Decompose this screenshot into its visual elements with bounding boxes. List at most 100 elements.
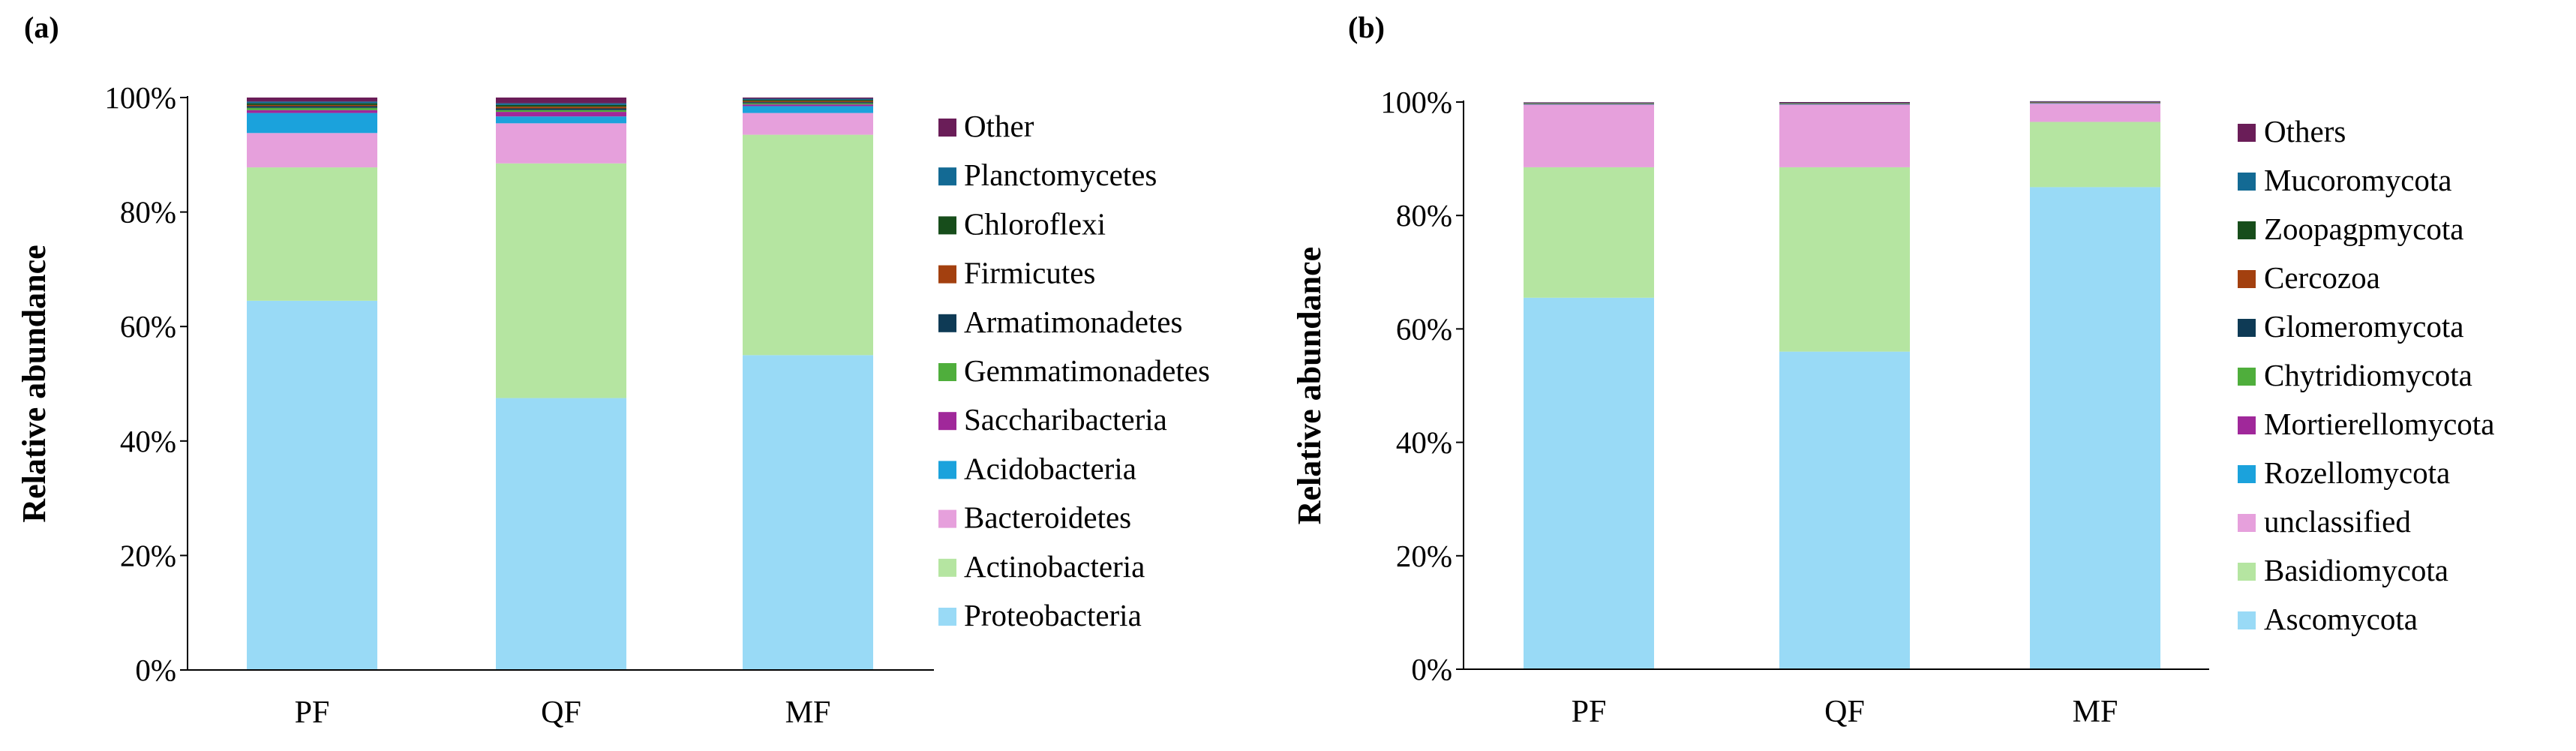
panel-a-legend-swatch-planctomycetes [938,167,956,186]
panel-a-legend-swatch-saccharibacteria [938,412,956,431]
panel-b-ytick-label: 0% [1411,652,1452,686]
panel-b-ytick-label: 80% [1396,198,1452,233]
panel-a-bar-qf-gemmatimonadetes [496,110,626,113]
panel-b-legend-swatch-others [2238,124,2256,142]
panel-a-legend-label-saccharibacteria: Saccharibacteria [964,402,1167,437]
panel-a-bar-qf-acidobacteria [496,116,626,124]
panel-a-legend-label-other: Other [964,109,1034,143]
panel-b-bar-pf-ascomycota [1524,297,1654,669]
panel-b-legend-swatch-chytridiomycota [2238,368,2256,386]
panel-a-bar-mf-gemmatimonadetes [743,103,873,105]
panel-b-legend-swatch-ascomycota [2238,611,2256,629]
panel-b-bar-pf-unclassified [1524,104,1654,167]
panel-a-bar-pf-proteobacteria [247,300,377,670]
panel-a-legend-swatch-gemmatimonadetes [938,363,956,381]
panel-b-legend-label-cercozoa: Cercozoa [2264,260,2380,295]
panel-b-legend-swatch-glomeromycota [2238,319,2256,337]
panel-a-bar-pf-chloroflexi [247,103,377,105]
panel-b-legend-swatch-unclassified [2238,514,2256,532]
panel-b-legend-swatch-zoopagpmycota [2238,221,2256,239]
panel-a-bar-pf-gemmatimonadetes [247,107,377,110]
panel-b-bar-mf-others [2030,101,2160,102]
panel-b-ylabel: Relative abundance [1291,247,1328,524]
panel-b-ytick-label: 60% [1396,311,1452,346]
panel-b-legend-swatch-rozellomycota [2238,465,2256,483]
panel-a-label: (a) [24,11,59,44]
chart-panel-b: (b) Relative abundance 0% 20% 40% 60% 80% 100% P… [1291,11,2494,729]
panel-a-bar-mf-acidobacteria [743,106,873,113]
panel-a-bar-qf-firmicutes [496,107,626,109]
panel-a-ytick-label: 20% [120,538,176,572]
panel-a-legend-label-proteobacteria: Proteobacteria [964,598,1142,632]
panel-b-xtick-label: PF [1572,695,1607,729]
panel-a-ytick-label: 40% [120,424,176,458]
panel-a-xtick-label: MF [785,695,831,730]
panel-b-bar-pf-others [1524,102,1654,104]
panel-a-legend-label-acidobacteria: Acidobacteria [964,451,1136,485]
panel-a-bar-mf-bacteroidetes [743,113,873,135]
panel-b-legend-swatch-mucoromycota [2238,173,2256,191]
panel-b-bar-qf-basidiomycota [1779,167,1910,352]
panel-b-legend-swatch-basidiomycota [2238,563,2256,581]
panel-b-ytick-label: 20% [1396,539,1452,573]
panel-a-legend-label-actinobacteria: Actinobacteria [964,549,1145,584]
panel-b-legend-label-mortierellomycota: Mortierellomycota [2264,407,2494,441]
panel-a-bar-pf-planctomycetes [247,101,377,104]
panel-a-bar-pf-other [247,98,377,102]
panel-a-bar-mf-saccharibacteria [743,104,873,107]
panel-a-bar-pf-actinobacteria [247,167,377,301]
panel-a-legend-swatch-bacteroidetes [938,509,956,528]
panel-a-legend-label-armatimonadetes: Armatimonadetes [964,305,1182,339]
panel-b-legend-label-basidiomycota: Basidiomycota [2264,553,2448,587]
panel-a-legend-label-gemmatimonadetes: Gemmatimonadetes [964,353,1210,388]
panel-a-ytick-label: 80% [120,195,176,230]
panel-b-bar-mf-basidiomycota [2030,122,2160,188]
panel-a-bar-mf-other [743,98,873,99]
panel-b-legend-label-glomeromycota: Glomeromycota [2264,309,2463,344]
panel-b-legend-label-unclassified: unclassified [2264,504,2411,539]
panel-a-bar-qf-chloroflexi [496,104,626,107]
panel-b-bar-mf-unclassified [2030,104,2160,122]
panel-b-legend-label-ascomycota: Ascomycota [2264,602,2418,636]
panel-b-bar-mf-ascomycota [2030,187,2160,669]
panel-b-legend-label-rozellomycota: Rozellomycota [2264,455,2450,490]
panel-b-legend-label-others: Others [2264,114,2346,149]
panel-a-legend-swatch-actinobacteria [938,558,956,577]
panel-a-bar-pf-firmicutes [247,104,377,107]
panel-a-legend-swatch-chloroflexi [938,216,956,235]
panel-b-bar-qf-others [1779,102,1910,104]
panel-a-bar-mf-actinobacteria [743,134,873,356]
panel-a-ytick-label: 100% [104,80,176,115]
panel-a-ytick-label: 60% [120,309,176,344]
panel-b-ytick-label: 40% [1396,425,1452,460]
panel-a-bar-qf-planctomycetes [496,103,626,105]
panel-a-legend-label-planctomycetes: Planctomycetes [964,158,1157,192]
panel-b-bar-qf-unclassified [1779,104,1910,167]
panel-a-xtick-label: QF [541,695,581,730]
chart-panel-a: (a) Relative abundance 0% 20% 40% 60% 80% 100% P… [16,11,1210,730]
panel-a-ylabel: Relative abundance [16,245,53,522]
panel-a-bar-qf-saccharibacteria [496,112,626,117]
panel-a-bar-mf-firmicutes [743,101,873,103]
panel-a-bar-qf-bacteroidetes [496,123,626,164]
panel-a-xtick-label: PF [295,695,330,730]
panel-a-bar-mf-planctomycetes [743,98,873,101]
panel-a-bar-mf-chloroflexi [743,100,873,101]
panel-b-legend-label-mucoromycota: Mucoromycota [2264,163,2451,197]
panel-a-bar-pf-acidobacteria [247,113,377,134]
panel-a-bar-qf-proteobacteria [496,398,626,670]
panel-a-bar-pf-armatimonadetes [247,106,377,108]
panel-b-label: (b) [1348,11,1385,44]
panel-a-legend-swatch-firmicutes [938,265,956,284]
panel-b-xtick-label: QF [1824,695,1865,729]
panel-a-bar-qf-armatimonadetes [496,108,626,110]
panel-b-bar-pf-basidiomycota [1524,167,1654,298]
panel-a-bar-pf-bacteroidetes [247,133,377,168]
panel-a-legend-swatch-proteobacteria [938,608,956,626]
panel-b-legend-swatch-cercozoa [2238,270,2256,288]
panel-a-legend-swatch-acidobacteria [938,461,956,479]
panel-b-legend-swatch-mortierellomycota [2238,416,2256,434]
panel-b-legend-label-zoopagpmycota: Zoopagpmycota [2264,212,2463,246]
panel-b-xtick-label: MF [2073,695,2118,729]
panel-b-ytick-label: 100% [1380,85,1452,119]
